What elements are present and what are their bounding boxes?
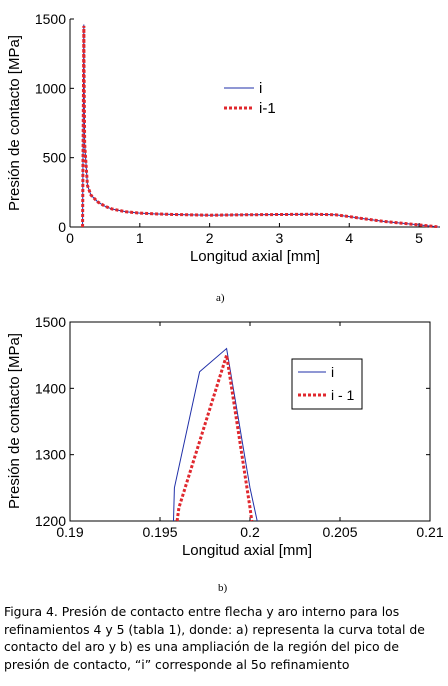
chart-b-xtick-label: 0.19 [56, 524, 83, 540]
chart-a-ytick-label: 1500 [35, 11, 66, 27]
chart-a-xlabel: Longitud axial [mm] [190, 248, 320, 265]
chart-a-series-line-1 [81, 25, 439, 228]
chart-a-xtick-label: 5 [415, 230, 423, 246]
chart-b-xtick-label: 0.21 [416, 524, 443, 540]
chart-b-ylabel: Presión de contacto [MPa] [6, 333, 23, 509]
chart-b-series-line-0 [173, 347, 258, 522]
chart-a-legend-label-i-1: i-1 [259, 100, 276, 117]
chart-a-ytick-label: 0 [58, 219, 66, 235]
chart-b-legend-label-i: i [331, 364, 334, 380]
chart-b-ytick-label: 1500 [35, 314, 66, 330]
chart-a-ylabel: Presión de contacto [MPa] [6, 35, 23, 211]
chart-b: 0.19 0.195 0.2 0.205 0.21 1200 1300 1400 1500 Lo… [6, 314, 444, 559]
chart-b-xtick-label: 0.2 [240, 524, 260, 540]
chart-a-xtick-label: 4 [345, 230, 353, 246]
chart-a-legend: i i-1 [224, 80, 276, 117]
chart-a-legend-label-i: i [259, 80, 262, 97]
figure: 0 1 2 3 4 5 0 500 1000 1500 Longitud axial [mm] P… [6, 11, 444, 559]
chart-a-series-line-0 [82, 24, 439, 228]
chart-b-xlabel: Longitud axial [mm] [182, 542, 312, 559]
chart-a-ytick-label: 500 [43, 150, 67, 166]
chart-a-ytick-label: 1000 [35, 80, 66, 96]
chart-b-ytick-label: 1300 [35, 447, 66, 463]
chart-b-axes-box [69, 321, 431, 522]
chart-b-series-line-1 [175, 354, 254, 522]
chart-b-xtick-label: 0.195 [142, 524, 177, 540]
chart-b-legend-label-i-1: i - 1 [331, 387, 355, 403]
chart-b-xtick-label: 0.205 [322, 524, 357, 540]
chart-b-legend: i i - 1 [291, 358, 363, 410]
subfigure-label-a: a) [216, 292, 225, 304]
figure-caption: Figura 4. Presión de contacto entre flec… [4, 604, 425, 672]
chart-a: 0 1 2 3 4 5 0 500 1000 1500 Longitud axial [mm] P… [6, 11, 440, 265]
chart-a-xtick-label: 3 [276, 230, 284, 246]
chart-a-xtick-label: 2 [206, 230, 214, 246]
chart-b-ytick-label: 1400 [35, 380, 66, 396]
chart-b-legend-box [291, 358, 363, 410]
subfigure-label-b: b) [218, 582, 228, 594]
chart-b-ytick-label: 1200 [35, 513, 66, 529]
chart-a-xtick-label: 0 [66, 230, 74, 246]
chart-a-xtick-label: 1 [136, 230, 144, 246]
